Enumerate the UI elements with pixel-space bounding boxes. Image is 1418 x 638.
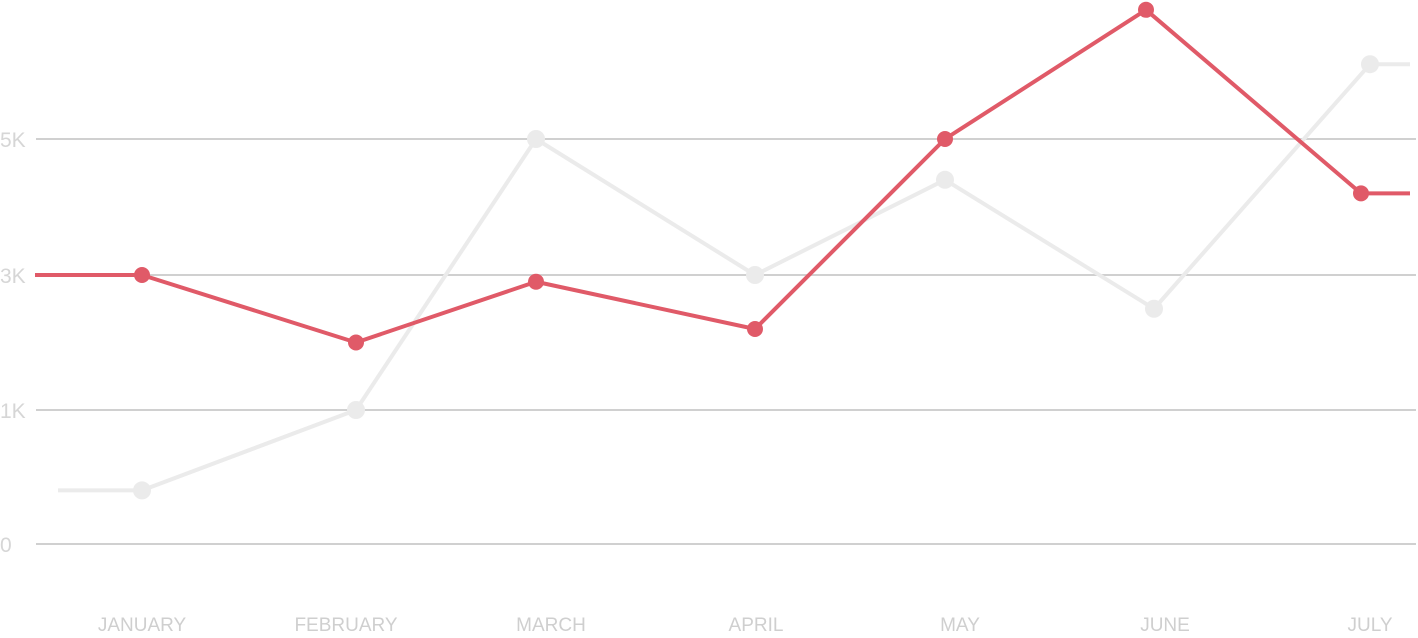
y-tick-label: 0 [0,534,12,557]
y-tick-label: 3K [0,265,26,288]
series-line [58,62,1410,493]
x-tick-label: JANUARY [98,615,187,636]
y-tick-label: 5K [0,129,26,152]
data-point[interactable] [747,321,763,337]
series-line [35,7,1410,345]
data-point[interactable] [528,273,544,290]
data-point[interactable] [937,131,953,147]
data-point[interactable] [746,266,764,284]
data-point[interactable] [527,130,545,148]
data-point[interactable] [348,334,364,351]
series-grey [58,55,1410,500]
data-point[interactable] [347,401,365,419]
x-tick-label: APRIL [729,615,784,636]
x-tick-label: MAY [940,615,980,636]
data-point[interactable] [133,481,151,500]
data-point[interactable] [936,170,954,189]
x-tick-label: JUNE [1140,615,1190,636]
data-point[interactable] [1361,55,1379,74]
data-point[interactable] [1138,1,1154,18]
x-tick-label: MARCH [516,615,586,636]
x-tick-label: JULY [1347,615,1392,636]
series-red [35,1,1410,351]
y-tick-label: 1K [0,400,26,423]
data-point[interactable] [1145,299,1163,318]
x-tick-label: FEBRUARY [294,615,397,636]
data-point[interactable] [134,267,150,283]
data-point[interactable] [1353,185,1369,202]
